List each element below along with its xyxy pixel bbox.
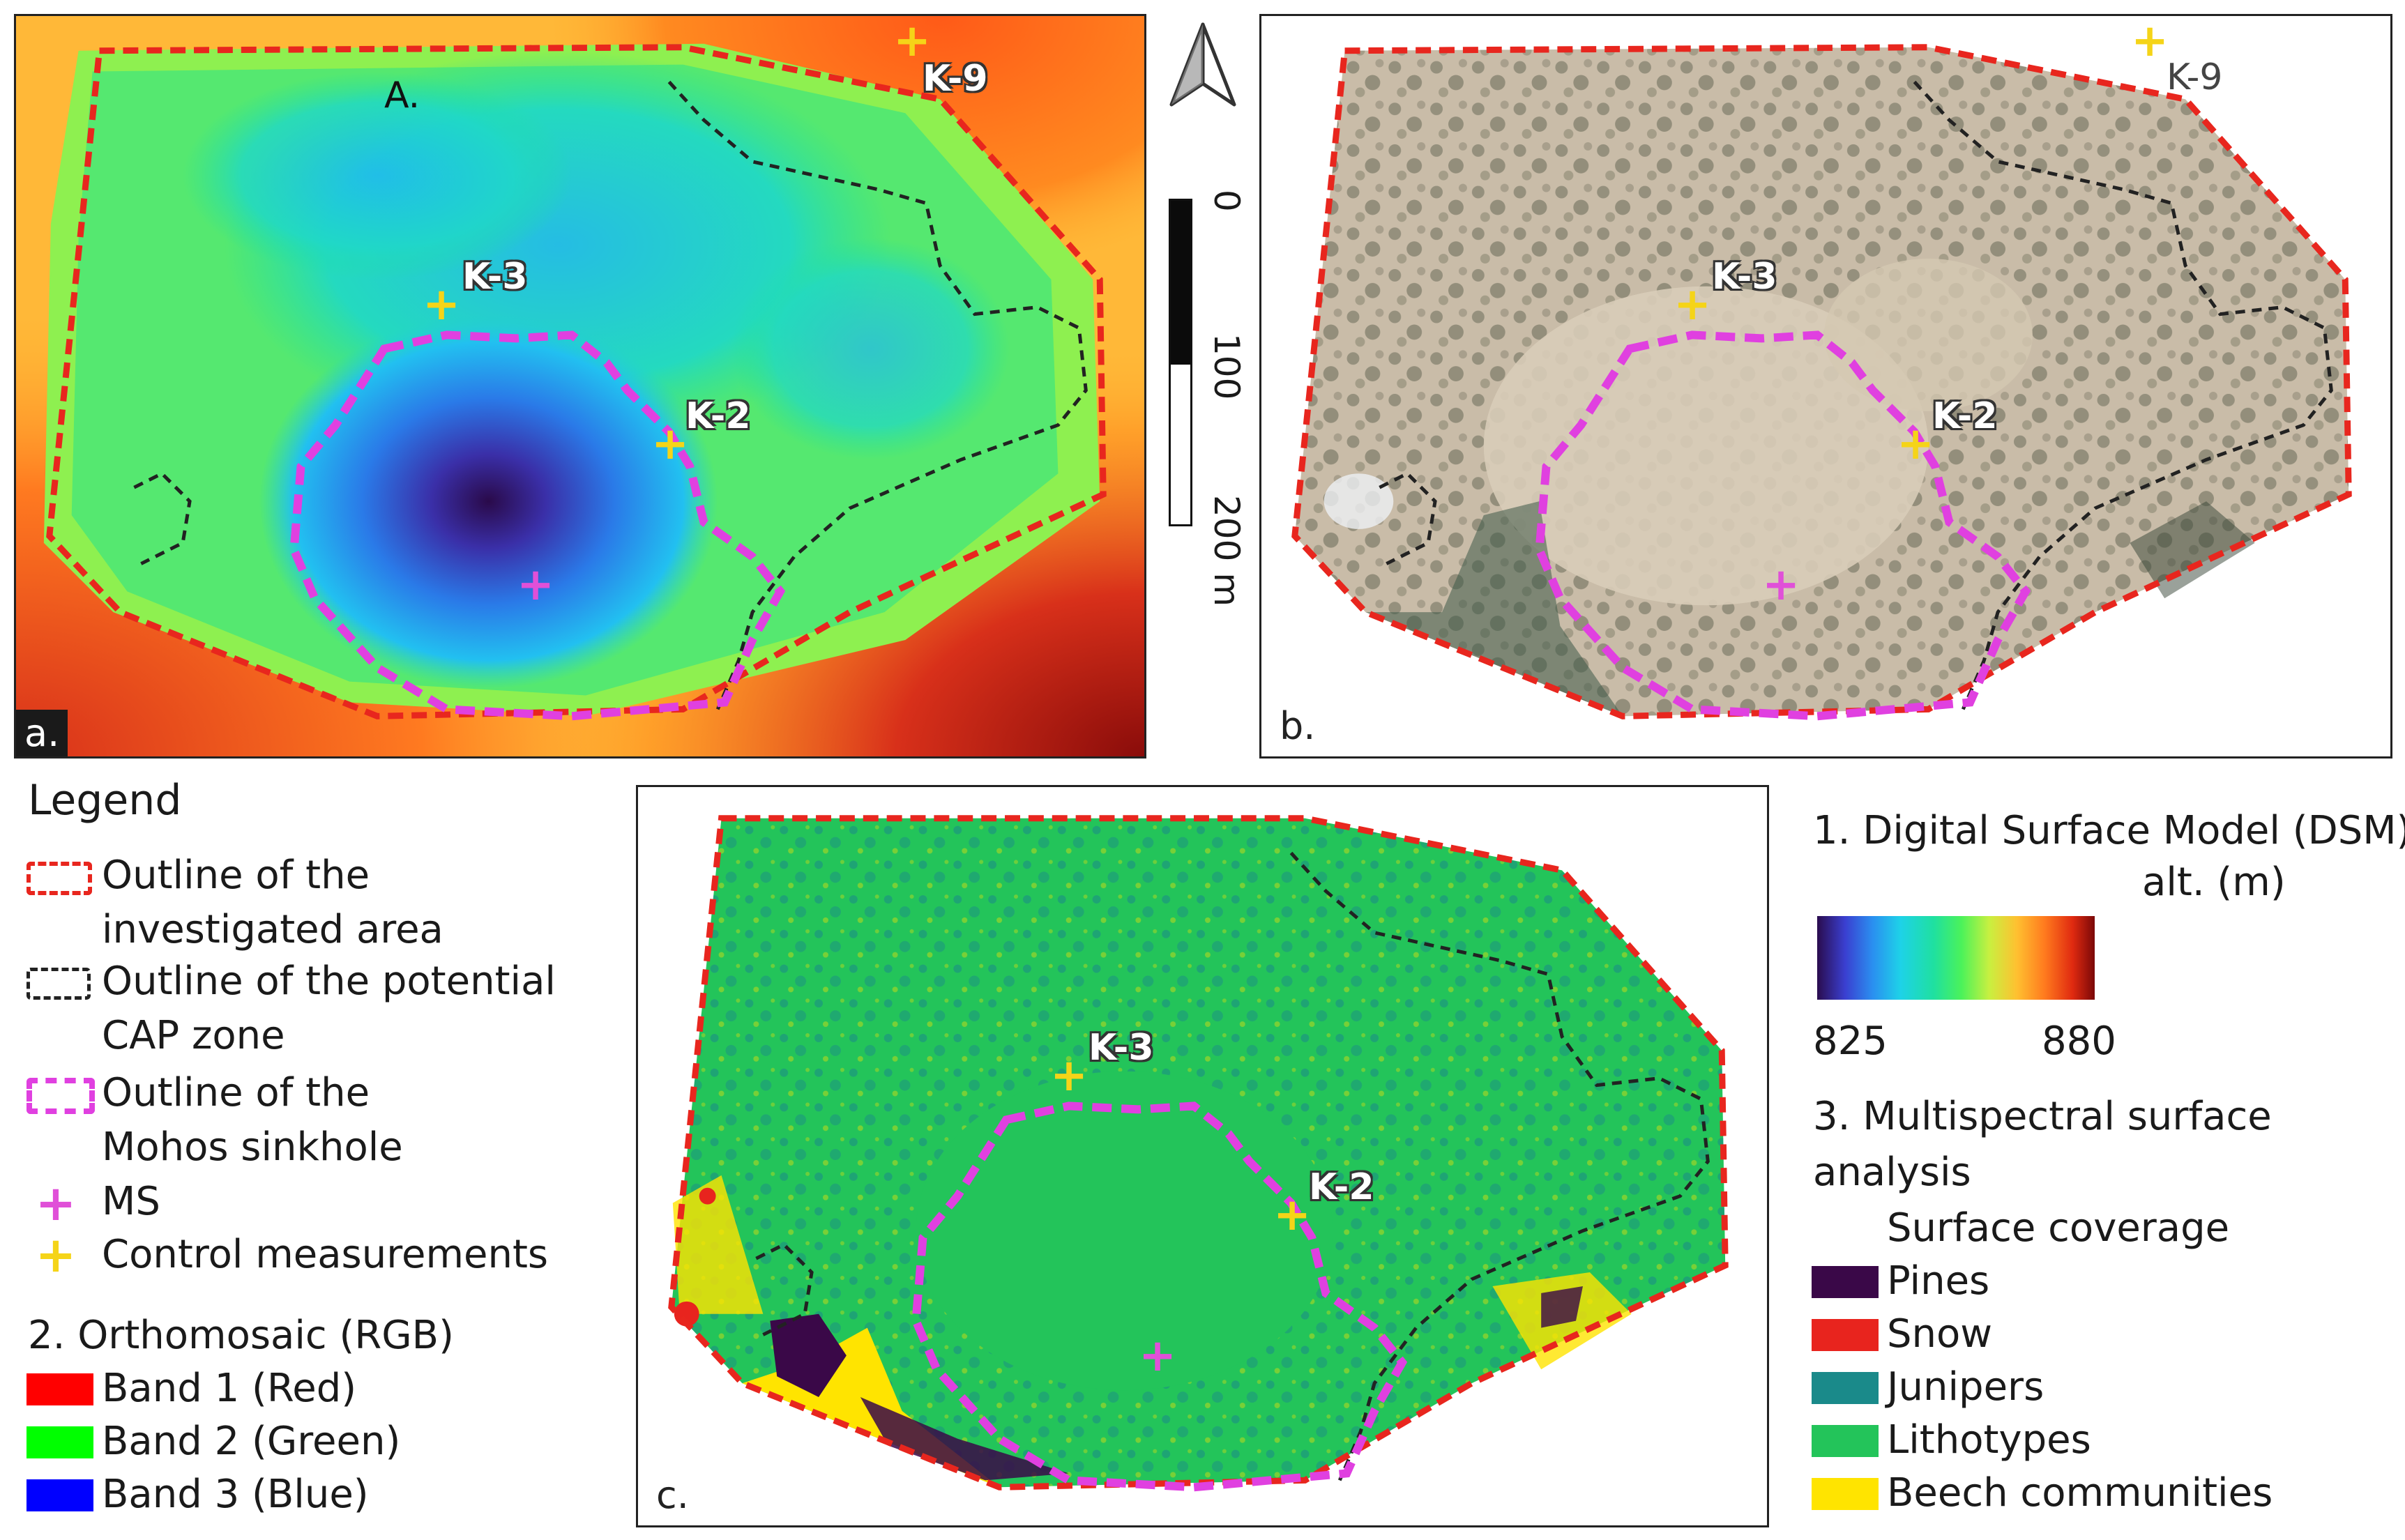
mohos-sinkhole-label-2: Mohos sinkhole [102, 1124, 403, 1170]
junipers-swatch [1812, 1372, 1879, 1404]
cap-zone-label-2: CAP zone [102, 1013, 285, 1058]
investigated-area-swatch [26, 862, 92, 895]
multispectral-legend-title-2: analysis [1813, 1150, 1971, 1195]
multispectral-legend-title-1: 3. Multispectral surface [1813, 1094, 2272, 1139]
beech-swatch [1812, 1478, 1879, 1510]
control-point-k9-marker[interactable]: + [893, 15, 931, 67]
panel-b-corner-label: b. [1280, 704, 1316, 748]
snow-swatch [1812, 1319, 1879, 1351]
panel-c-multispectral-map: + K-3 + K-2 + c. [636, 785, 1769, 1527]
band1-swatch [26, 1373, 93, 1405]
control-point-k3-label-b: K-3 [1712, 256, 1777, 298]
north-arrow-icon [1169, 22, 1236, 107]
legend-title: Legend [28, 776, 182, 825]
ms-marker[interactable]: + [517, 559, 554, 611]
control-point-k2-label-b: K-2 [1932, 395, 1998, 437]
junipers-label: Junipers [1887, 1364, 2044, 1410]
map-title-label: A. [384, 75, 420, 116]
cap-zone-swatch [26, 968, 91, 1000]
band3-label: Band 3 (Blue) [102, 1472, 369, 1517]
panel-b-orthomosaic-map: + K-9 + K-3 + K-2 + b. [1259, 14, 2392, 758]
control-point-k2-marker-c[interactable]: + [1273, 1189, 1311, 1241]
control-point-k2-marker[interactable]: + [651, 418, 689, 470]
cap-zone-label-1: Outline of the potential [102, 959, 556, 1004]
dsm-min-label: 825 [1813, 1019, 1888, 1064]
control-point-k3-label-c: K-3 [1088, 1027, 1154, 1069]
control-point-k2-marker-b[interactable]: + [1897, 418, 1934, 470]
ms-legend-label: MS [102, 1179, 160, 1224]
pines-swatch [1812, 1266, 1879, 1298]
beech-label: Beech communities [1887, 1470, 2273, 1516]
scale-bar [1169, 199, 1192, 526]
panel-a-dsm-map: A. + K-9 + K-3 + K-2 + a. [14, 14, 1146, 758]
ms-marker-b[interactable]: + [1762, 559, 1800, 611]
control-point-k3-marker-c[interactable]: + [1050, 1050, 1088, 1101]
control-point-k9-label: K-9 [923, 58, 988, 100]
dsm-legend-unit: alt. (m) [2142, 860, 2286, 905]
band3-swatch [26, 1479, 93, 1511]
band1-label: Band 1 (Red) [102, 1366, 357, 1411]
band2-label: Band 2 (Green) [102, 1419, 401, 1464]
dsm-max-label: 880 [2042, 1019, 2116, 1064]
band2-swatch [26, 1426, 93, 1458]
control-legend-label: Control measurements [102, 1232, 549, 1277]
mohos-sinkhole-swatch [26, 1078, 95, 1114]
dsm-color-ramp [1817, 916, 2095, 1000]
orthomosaic-legend-title: 2. Orthomosaic (RGB) [28, 1313, 454, 1358]
panel-c-corner-label: c. [656, 1473, 689, 1517]
surface-coverage-title: Surface coverage [1887, 1205, 2230, 1251]
control-point-k9-marker-b[interactable]: + [2131, 15, 2169, 67]
control-legend-icon: + [35, 1226, 77, 1283]
ms-marker-c[interactable]: + [1139, 1330, 1176, 1382]
dsm-legend-title: 1. Digital Surface Model (DSM) [1813, 808, 2405, 853]
lithotypes-label: Lithotypes [1887, 1417, 2091, 1463]
control-point-k3-label: K-3 [462, 256, 528, 298]
pines-label: Pines [1887, 1258, 1990, 1304]
mohos-sinkhole-label-1: Outline of the [102, 1070, 370, 1115]
dsm-map-graphic [16, 16, 1144, 756]
control-point-k2-label-c: K-2 [1309, 1166, 1374, 1208]
ms-legend-icon: + [35, 1175, 77, 1232]
panel-a-corner-label: a. [16, 710, 68, 756]
control-point-k3-marker[interactable]: + [423, 279, 460, 330]
scale-tick-100: 100 [1206, 333, 1247, 400]
control-point-k3-marker-b[interactable]: + [1674, 279, 1711, 330]
multispectral-graphic [638, 787, 1767, 1525]
control-point-k9-label-b: K-9 [2167, 56, 2223, 98]
lithotypes-swatch [1812, 1425, 1879, 1457]
control-point-k2-label: K-2 [685, 395, 751, 437]
orthomosaic-graphic [1261, 16, 2390, 756]
investigated-area-label-1: Outline of the [102, 853, 370, 898]
scale-tick-0: 0 [1206, 190, 1247, 212]
snow-label: Snow [1887, 1311, 1993, 1357]
scale-tick-200: 200 m [1206, 495, 1247, 607]
investigated-area-label-2: investigated area [102, 907, 443, 952]
